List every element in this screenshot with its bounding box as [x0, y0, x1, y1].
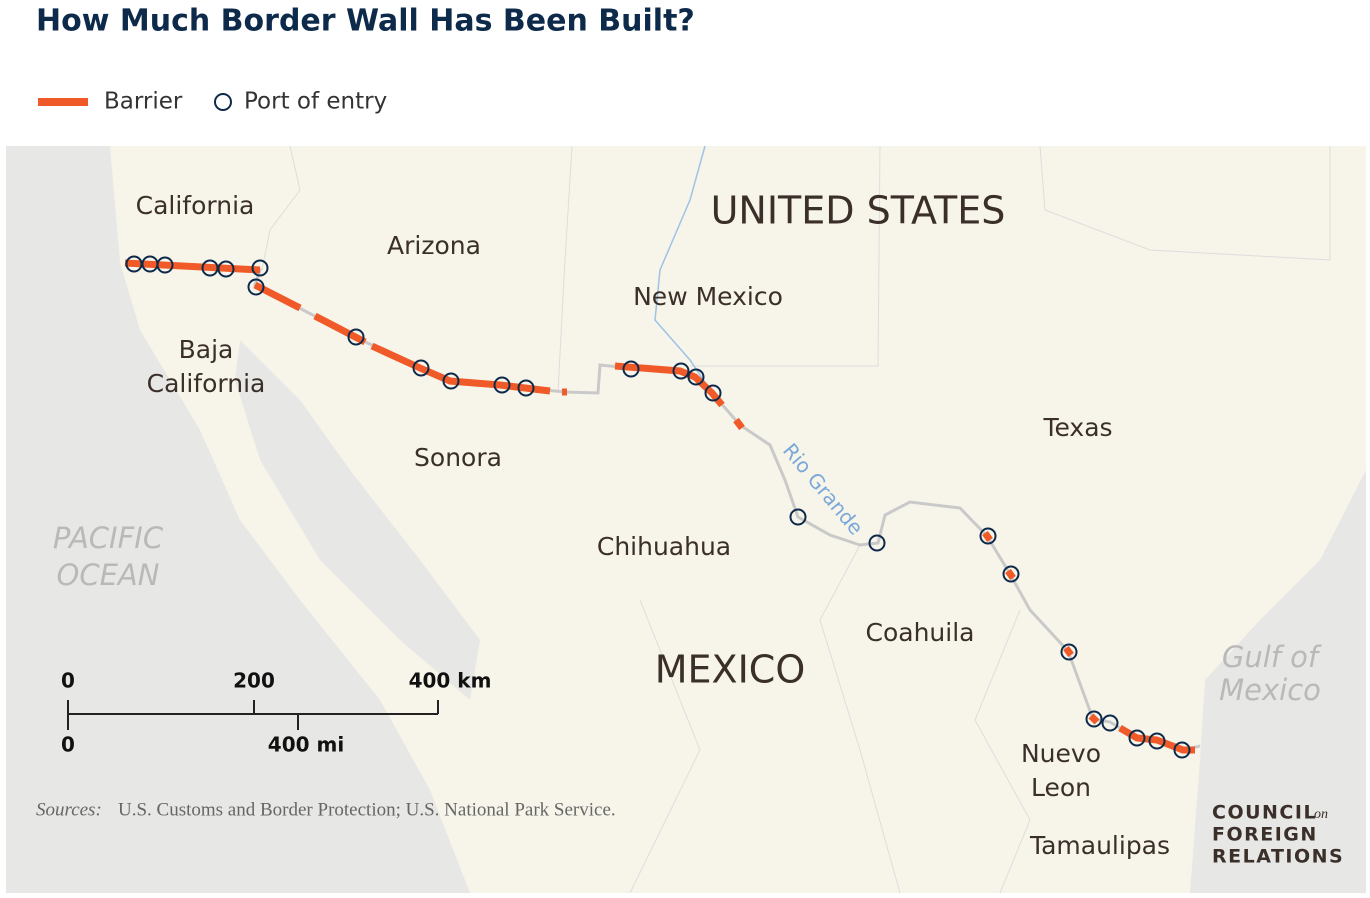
water-label: OCEAN: [57, 558, 160, 592]
gulf-of-california: [235, 340, 480, 700]
scale-label: 200: [233, 669, 275, 693]
sources-label: Sources:: [36, 799, 102, 820]
state-label: California: [136, 191, 255, 220]
water-label: Gulf of: [1222, 640, 1322, 674]
state-label: Baja: [179, 335, 234, 364]
ports: [125, 255, 1191, 759]
legend-label: Barrier: [104, 89, 183, 115]
state-label: California: [147, 369, 266, 398]
scale-label: 0: [61, 733, 75, 757]
legend-swatch: [214, 93, 232, 111]
sources: U.S. Customs and Border Protection; U.S.…: [118, 799, 616, 820]
scale-bar: [67, 700, 439, 730]
river: [654, 145, 713, 394]
logo: FOREIGN: [1212, 824, 1318, 846]
state-label: Nuevo: [1021, 739, 1101, 768]
water-label: Mexico: [1219, 673, 1321, 707]
state-label: Leon: [1031, 773, 1091, 802]
state-label: Chihuahua: [597, 532, 731, 561]
country-label: MEXICO: [655, 648, 805, 692]
state-label: Tamaulipas: [1029, 831, 1170, 860]
logo: on: [1314, 807, 1328, 822]
ocean: [6, 146, 470, 893]
state-label: Sonora: [414, 443, 502, 472]
legend-label: Port of entry: [244, 89, 387, 115]
water-label: PACIFIC: [53, 521, 164, 555]
boundaries: [261, 145, 1331, 894]
title: How Much Border Wall Has Been Built?: [36, 4, 695, 39]
scale-label: 400 km: [409, 669, 492, 693]
logo: COUNCIL: [1212, 802, 1317, 824]
state-label: Texas: [1042, 413, 1112, 442]
state-label: Coahuila: [866, 618, 975, 647]
gulf: [1190, 470, 1366, 893]
scale-label: 400 mi: [268, 733, 344, 757]
scale-label: 0: [61, 669, 75, 693]
state-label: Arizona: [387, 231, 481, 260]
state-label: New Mexico: [633, 282, 783, 311]
country-label: UNITED STATES: [711, 189, 1006, 233]
logo: RELATIONS: [1212, 846, 1344, 868]
barrier: [124, 259, 1195, 754]
